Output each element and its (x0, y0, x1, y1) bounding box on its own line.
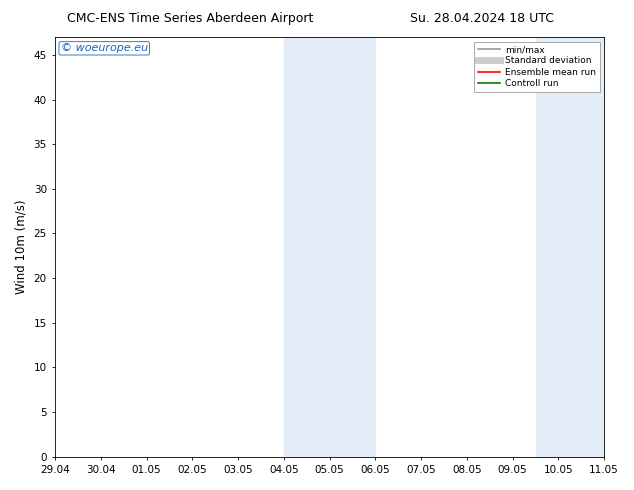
Legend: min/max, Standard deviation, Ensemble mean run, Controll run: min/max, Standard deviation, Ensemble me… (474, 42, 600, 92)
Y-axis label: Wind 10m (m/s): Wind 10m (m/s) (15, 199, 28, 294)
Text: CMC-ENS Time Series Aberdeen Airport: CMC-ENS Time Series Aberdeen Airport (67, 12, 313, 25)
Text: Su. 28.04.2024 18 UTC: Su. 28.04.2024 18 UTC (410, 12, 554, 25)
Bar (284, 37, 375, 457)
Text: © woeurope.eu: © woeurope.eu (61, 43, 148, 53)
Bar (536, 37, 604, 457)
